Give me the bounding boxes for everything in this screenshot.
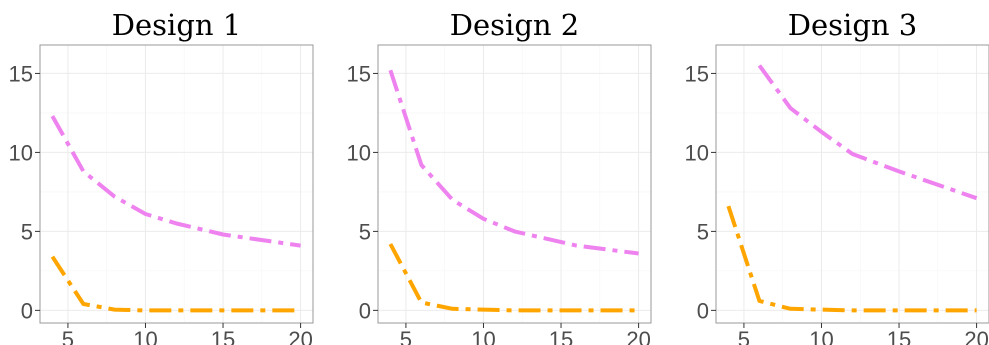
y-tick-label: 15 xyxy=(9,61,33,86)
y-tick-label: 5 xyxy=(697,219,709,244)
y-tick-label: 10 xyxy=(9,140,33,165)
plot-border xyxy=(39,44,314,324)
x-tick-label: 15 xyxy=(211,327,235,345)
panel-3: 5 10 15 20 0 5 10 15 Design 3 xyxy=(685,8,989,345)
y-tick-label: 10 xyxy=(685,140,709,165)
series-line-2 xyxy=(726,205,977,313)
y-tick-label: 0 xyxy=(359,298,371,323)
y-tick-label: 5 xyxy=(359,219,371,244)
x-tick-label: 15 xyxy=(887,327,911,345)
y-tick-label: 15 xyxy=(347,61,371,86)
plot-area xyxy=(39,44,314,324)
plot-area xyxy=(377,44,652,324)
y-tick-label: 10 xyxy=(347,140,371,165)
x-tick-label: 5 xyxy=(400,327,412,345)
x-tick-label: 10 xyxy=(133,327,157,345)
series-line-1 xyxy=(757,64,978,201)
y-tick-label: 0 xyxy=(697,298,709,323)
panel-1: 5 10 15 20 0 5 10 15 Design 1 xyxy=(9,8,314,345)
y-tick-label: 5 xyxy=(21,219,33,244)
panel-2: 5 10 15 20 0 5 10 15 Design 2 xyxy=(347,8,652,345)
x-tick-label: 15 xyxy=(549,327,573,345)
chart-title: Design 2 xyxy=(450,8,579,42)
x-tick-label: 20 xyxy=(626,327,650,345)
chart-title: Design 1 xyxy=(112,8,241,42)
x-tick-label: 20 xyxy=(288,327,312,345)
x-tick-label: 5 xyxy=(62,327,74,345)
series-line-2 xyxy=(50,255,301,313)
plot-border xyxy=(377,44,652,324)
series-line-1 xyxy=(388,69,639,256)
plot-border xyxy=(715,44,989,324)
series-line-2 xyxy=(388,243,639,313)
x-tick-label: 10 xyxy=(471,327,495,345)
x-tick-label: 10 xyxy=(809,327,833,345)
x-tick-label: 5 xyxy=(738,327,750,345)
series-line-1 xyxy=(50,115,301,248)
chart-title: Design 3 xyxy=(788,8,917,42)
y-tick-label: 0 xyxy=(21,298,33,323)
y-tick-label: 15 xyxy=(685,61,709,86)
x-tick-label: 20 xyxy=(964,327,988,345)
plot-area xyxy=(715,44,989,324)
